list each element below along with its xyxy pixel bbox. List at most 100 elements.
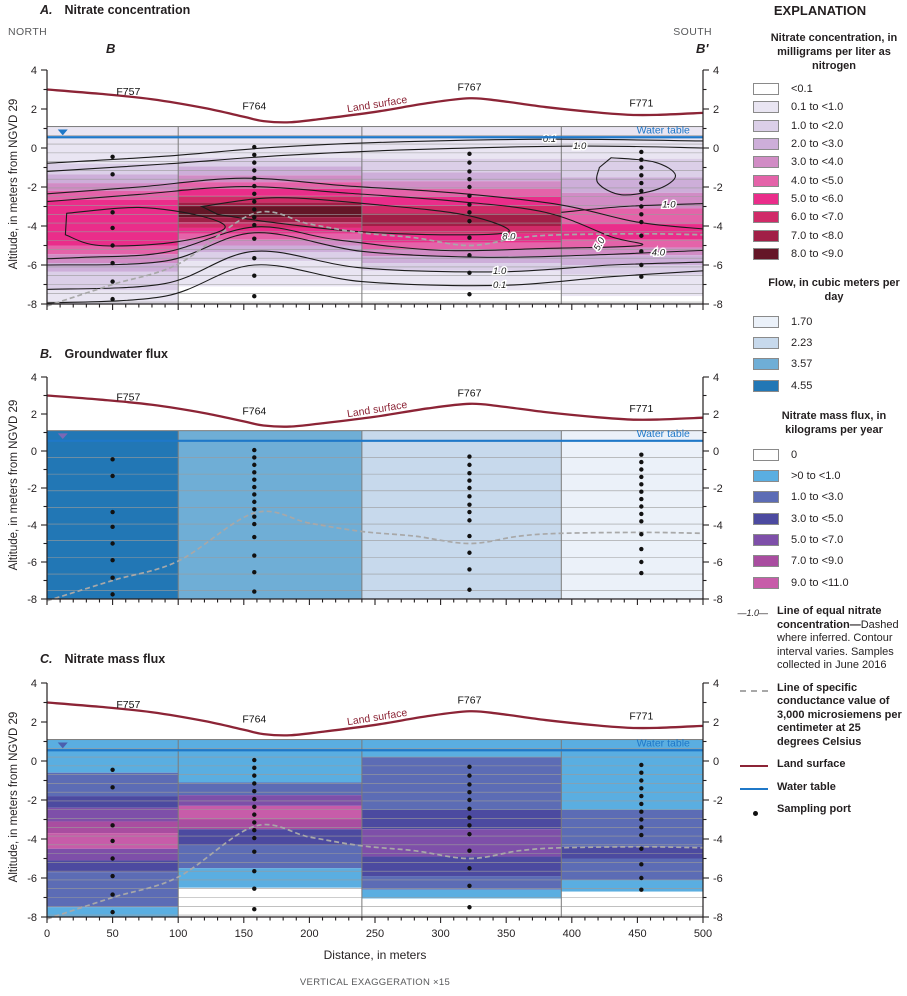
nitrate-contour-line — [46, 232, 704, 266]
band — [561, 430, 703, 599]
sampling-port — [639, 157, 644, 162]
band — [361, 172, 562, 182]
sampling-port — [639, 212, 644, 217]
y-tick-label: -6 — [27, 873, 37, 885]
legend-swatch — [753, 336, 779, 349]
nitrate-contour-line — [596, 157, 676, 196]
band — [178, 430, 362, 599]
sampling-port — [467, 773, 472, 778]
band — [561, 846, 703, 859]
water-level-marker-icon — [57, 129, 68, 136]
band — [47, 739, 179, 773]
y-tick-label: -6 — [713, 557, 723, 569]
sampling-port — [639, 504, 644, 509]
band — [561, 891, 703, 917]
sampling-port — [110, 785, 115, 790]
band — [178, 782, 362, 796]
legend-item-label: >0 to <1.0 — [791, 470, 841, 483]
sampling-port — [110, 243, 115, 248]
legend-item-label: 2.23 — [791, 336, 813, 349]
sampling-port — [467, 292, 472, 297]
sampling-port — [110, 172, 115, 177]
land-surface-symbol — [740, 765, 768, 772]
sampling-port — [639, 762, 644, 768]
sampling-port — [639, 496, 644, 502]
legend-line-item: Water table — [733, 781, 907, 795]
band — [361, 196, 562, 206]
nitrate-contour-line — [199, 197, 510, 236]
band — [178, 195, 362, 203]
sampling-port — [639, 825, 644, 830]
legend-swatch — [753, 448, 779, 461]
well-label-F764: F764 — [242, 713, 266, 725]
sampling-port — [467, 210, 472, 215]
legend-item-label: 7.0 to <8.0 — [791, 229, 844, 242]
sampling-port — [467, 550, 472, 555]
x-tick-label: 300 — [431, 928, 449, 940]
sampling-port — [252, 484, 257, 490]
y-tick-label: 4 — [713, 678, 719, 690]
contour-label: 0.1 — [543, 134, 556, 145]
sampling-port — [467, 169, 472, 174]
sampling-port — [639, 482, 644, 487]
sampling-port — [639, 249, 644, 254]
legend-line-label: Sampling port — [777, 803, 851, 816]
sampling-port — [467, 502, 472, 507]
sampling-port — [639, 862, 644, 867]
legend-flux-header: Nitrate mass flux, in kilograms per year — [781, 410, 887, 437]
sampling-port — [252, 514, 257, 519]
sampling-port — [467, 193, 472, 198]
y-tick-label: -4 — [713, 834, 723, 846]
legend-line-item: Line of specific conductance value of 3,… — [733, 682, 907, 750]
band — [361, 290, 562, 304]
sampling-port — [467, 151, 472, 157]
sampling-port — [252, 868, 257, 874]
sampling-port — [110, 154, 115, 159]
legend-line-item: Sampling port — [733, 803, 907, 817]
water-table-label: Water table — [637, 737, 690, 749]
y-tick-label: 0 — [31, 143, 37, 155]
x-tick-label: 400 — [563, 928, 581, 940]
y-tick-label: -2 — [27, 483, 37, 495]
sampling-port — [110, 856, 115, 861]
sampling-port — [467, 782, 472, 787]
legend-swatch — [753, 101, 779, 114]
legend-item: 0.1 to <1.0 — [733, 98, 907, 116]
sampling-port — [639, 474, 644, 480]
band — [178, 157, 362, 167]
legend-flow-header: Flow, in cubic meters per day — [768, 276, 900, 303]
y-tick-label: -8 — [713, 594, 723, 606]
legend-item-label: 3.0 to <5.0 — [791, 512, 844, 525]
well-label-F757: F757 — [116, 392, 140, 404]
sampling-port — [110, 524, 115, 530]
sampling-port — [110, 592, 115, 597]
well-label-F764: F764 — [242, 405, 266, 417]
band — [361, 188, 562, 197]
sampling-port — [252, 804, 257, 810]
nitrate-contour-line — [46, 145, 704, 172]
sampling-port — [252, 199, 257, 204]
sampling-port — [110, 873, 115, 879]
panel-c-name: Nitrate mass flux — [64, 652, 166, 666]
y-tick-label: -8 — [27, 594, 37, 606]
legend-item-label: <0.1 — [791, 83, 813, 96]
legend-item: 1.0 to <2.0 — [733, 117, 907, 135]
legend-item: 3.0 to <4.0 — [733, 153, 907, 171]
sampling-port — [467, 533, 472, 539]
sampling-port — [252, 222, 257, 228]
nitrate-contour-line — [46, 264, 704, 304]
band — [361, 889, 562, 899]
sampling-port — [467, 485, 472, 491]
band — [178, 233, 362, 240]
sampling-port — [252, 828, 257, 833]
legend-item-label: 7.0 to <9.0 — [791, 555, 844, 568]
sampling-port — [110, 225, 115, 231]
sampling-port — [252, 765, 257, 771]
sampling-port — [639, 832, 644, 838]
band — [361, 856, 562, 877]
sampling-port — [467, 797, 472, 803]
y-axis-title-panel-b: Altitude, in meters from NGVD 29 — [8, 399, 20, 571]
band — [47, 174, 179, 184]
y-tick-label: -2 — [27, 182, 37, 194]
sampling-port — [467, 462, 472, 468]
